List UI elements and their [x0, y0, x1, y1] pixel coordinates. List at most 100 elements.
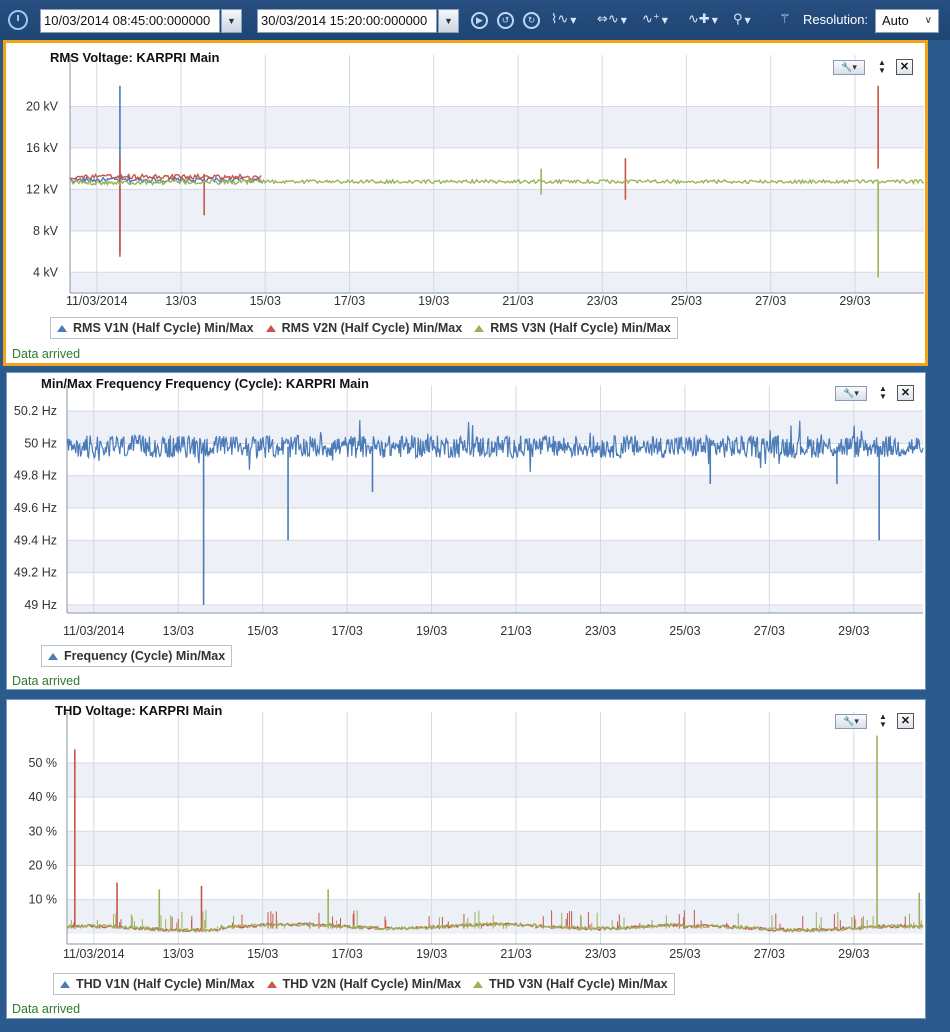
start-date-dropdown-button[interactable]: ▼	[221, 9, 242, 33]
legend-label: THD V1N (Half Cycle) Min/Max	[76, 977, 255, 991]
status-text: Data arrived	[12, 1002, 81, 1016]
legend-marker-icon	[473, 980, 484, 988]
x-tick-label: 29/03	[838, 947, 869, 961]
play-icon[interactable]: ▶	[471, 12, 488, 29]
waveform-plus-icon[interactable]: ∿✚ ▼	[688, 12, 718, 27]
x-tick-label: 11/03/2014	[66, 294, 128, 308]
y-tick-label: 4 kV	[33, 265, 59, 279]
y-tick-label: 49 Hz	[24, 598, 57, 612]
waveform-add-icon[interactable]: ⇔∿ ▼	[597, 12, 627, 27]
chart-legend: THD V1N (Half Cycle) Min/Max THD V2N (Hal…	[53, 973, 675, 995]
legend-marker-icon	[474, 324, 485, 332]
x-tick-label: 15/03	[247, 947, 278, 961]
legend-marker-icon	[48, 652, 58, 660]
panel-close-button[interactable]: ✕	[897, 385, 914, 401]
legend-item[interactable]: THD V2N (Half Cycle) Min/Max	[266, 977, 462, 991]
x-tick-label: 17/03	[332, 624, 363, 638]
legend-label: THD V2N (Half Cycle) Min/Max	[282, 977, 462, 991]
x-tick-label: 29/03	[839, 294, 870, 308]
legend-item[interactable]: RMS V1N (Half Cycle) Min/Max	[57, 321, 254, 335]
legend-item[interactable]: RMS V3N (Half Cycle) Min/Max	[474, 321, 671, 335]
legend-item[interactable]: Frequency (Cycle) Min/Max	[48, 649, 225, 663]
x-tick-label: 17/03	[334, 294, 365, 308]
y-tick-label: 30 %	[29, 824, 58, 838]
x-tick-label: 21/03	[500, 624, 531, 638]
x-tick-label: 27/03	[755, 294, 786, 308]
x-tick-label: 27/03	[754, 947, 785, 961]
panel-title: Min/Max Frequency Frequency (Cycle): KAR…	[41, 376, 369, 391]
legend-label: Frequency (Cycle) Min/Max	[64, 649, 226, 663]
chevron-down-icon: ∨	[924, 15, 932, 26]
y-tick-label: 12 kV	[26, 182, 59, 196]
x-tick-label: 19/03	[416, 624, 447, 638]
y-tick-label: 20 kV	[26, 99, 59, 113]
clock-icon[interactable]	[8, 10, 28, 30]
status-text: Data arrived	[12, 674, 81, 688]
y-tick-label: 50 %	[29, 756, 58, 770]
resolution-value: Auto	[882, 13, 909, 28]
y-tick-label: 50 Hz	[24, 436, 57, 450]
series-path	[69, 177, 925, 187]
legend-marker-icon	[265, 324, 276, 332]
series-path	[69, 172, 262, 182]
x-tick-label: 23/03	[585, 624, 616, 638]
waveform-icon[interactable]: ⌇∿ ▼	[551, 12, 577, 27]
panel-tools-button[interactable]: 🔧▾	[835, 386, 867, 401]
y-tick-label: 49.4 Hz	[14, 533, 57, 547]
x-tick-label: 15/03	[247, 624, 278, 638]
frequency-panel[interactable]: 50.2 Hz 50 Hz 49.8 Hz 49.6 Hz 49.4 Hz 49.2 Hz…	[6, 372, 926, 690]
resolution-label: Resolution:	[803, 12, 869, 27]
panel-close-button[interactable]: ✕	[896, 59, 913, 75]
y-tick-label: 16 kV	[26, 141, 59, 155]
thd-voltage-panel[interactable]: 50 % 40 % 30 % 20 % 10 % 11/03/2014 13/03 15/03…	[6, 699, 926, 1019]
panel-tools-button[interactable]: 🔧▾	[835, 714, 867, 729]
redo-icon[interactable]: ↻	[523, 12, 540, 29]
y-tick-label: 50.2 Hz	[14, 404, 57, 418]
legend-item[interactable]: RMS V2N (Half Cycle) Min/Max	[265, 321, 463, 335]
y-tick-label: 40 %	[29, 790, 58, 804]
frequency-chart: 50.2 Hz 50 Hz 49.8 Hz 49.6 Hz 49.4 Hz 49.2 Hz…	[14, 385, 924, 638]
wand-icon[interactable]: ⚚	[779, 12, 791, 27]
x-tick-label: 19/03	[416, 947, 447, 961]
waveform-settings-icon[interactable]: ∿⁺ ▼	[642, 12, 668, 27]
legend-item[interactable]: THD V3N (Half Cycle) Min/Max	[473, 977, 668, 991]
panel-tools-button[interactable]: 🔧▾	[833, 60, 865, 75]
chart-legend: Frequency (Cycle) Min/Max	[41, 645, 233, 667]
legend-marker-icon	[60, 980, 70, 988]
x-tick-label: 21/03	[502, 294, 533, 308]
x-tick-label: 27/03	[754, 624, 785, 638]
y-tick-label: 49.8 Hz	[14, 469, 57, 483]
end-date-dropdown-button[interactable]: ▼	[438, 9, 459, 33]
legend-label: RMS V2N (Half Cycle) Min/Max	[281, 321, 463, 335]
thd-voltage-chart: 50 % 40 % 30 % 20 % 10 % 11/03/2014 13/03 15/03…	[29, 712, 924, 961]
panel-reorder-icon[interactable]: ▲ ▼	[879, 712, 887, 729]
panel-reorder-icon[interactable]: ▲ ▼	[878, 58, 886, 75]
x-tick-label: 11/03/2014	[63, 947, 125, 961]
x-tick-label: 17/03	[332, 947, 363, 961]
undo-icon[interactable]: ↺	[497, 12, 514, 29]
x-tick-label: 25/03	[669, 624, 700, 638]
series-3-line	[66, 735, 924, 933]
legend-label: RMS V3N (Half Cycle) Min/Max	[490, 321, 671, 335]
x-tick-label: 11/03/2014	[63, 624, 125, 638]
y-tick-label: 8 kV	[33, 224, 59, 238]
x-tick-label: 15/03	[250, 294, 281, 308]
resolution-select[interactable]: Auto ∨	[875, 9, 939, 33]
rms-voltage-panel[interactable]: 20 kV 16 kV 12 kV 8 kV 4 kV 11/03/2014 13/03 15…	[3, 40, 928, 366]
legend-item[interactable]: THD V1N (Half Cycle) Min/Max	[60, 977, 255, 991]
chart-legend: RMS V1N (Half Cycle) Min/Max RMS V2N (Hal…	[50, 317, 678, 339]
start-date-input[interactable]: 10/03/2014 08:45:00:000000	[40, 9, 220, 33]
zoom-icon[interactable]: ⚲ ▼	[733, 12, 751, 27]
x-tick-label: 13/03	[165, 294, 196, 308]
series-path	[66, 420, 924, 473]
grid-band	[67, 475, 923, 509]
panel-close-button[interactable]: ✕	[897, 713, 914, 729]
rms-voltage-chart: 20 kV 16 kV 12 kV 8 kV 4 kV 11/03/2014 13/03 15…	[26, 55, 925, 308]
series-path	[66, 921, 924, 933]
end-date-input[interactable]: 30/03/2014 15:20:00:000000	[257, 9, 437, 33]
toolbar: 10/03/2014 08:45:00:000000 ▼ 30/03/2014 …	[0, 0, 950, 40]
panel-reorder-icon[interactable]: ▲ ▼	[879, 384, 887, 401]
x-tick-label: 23/03	[587, 294, 618, 308]
series-1-line	[66, 420, 924, 605]
x-tick-label: 23/03	[585, 947, 616, 961]
